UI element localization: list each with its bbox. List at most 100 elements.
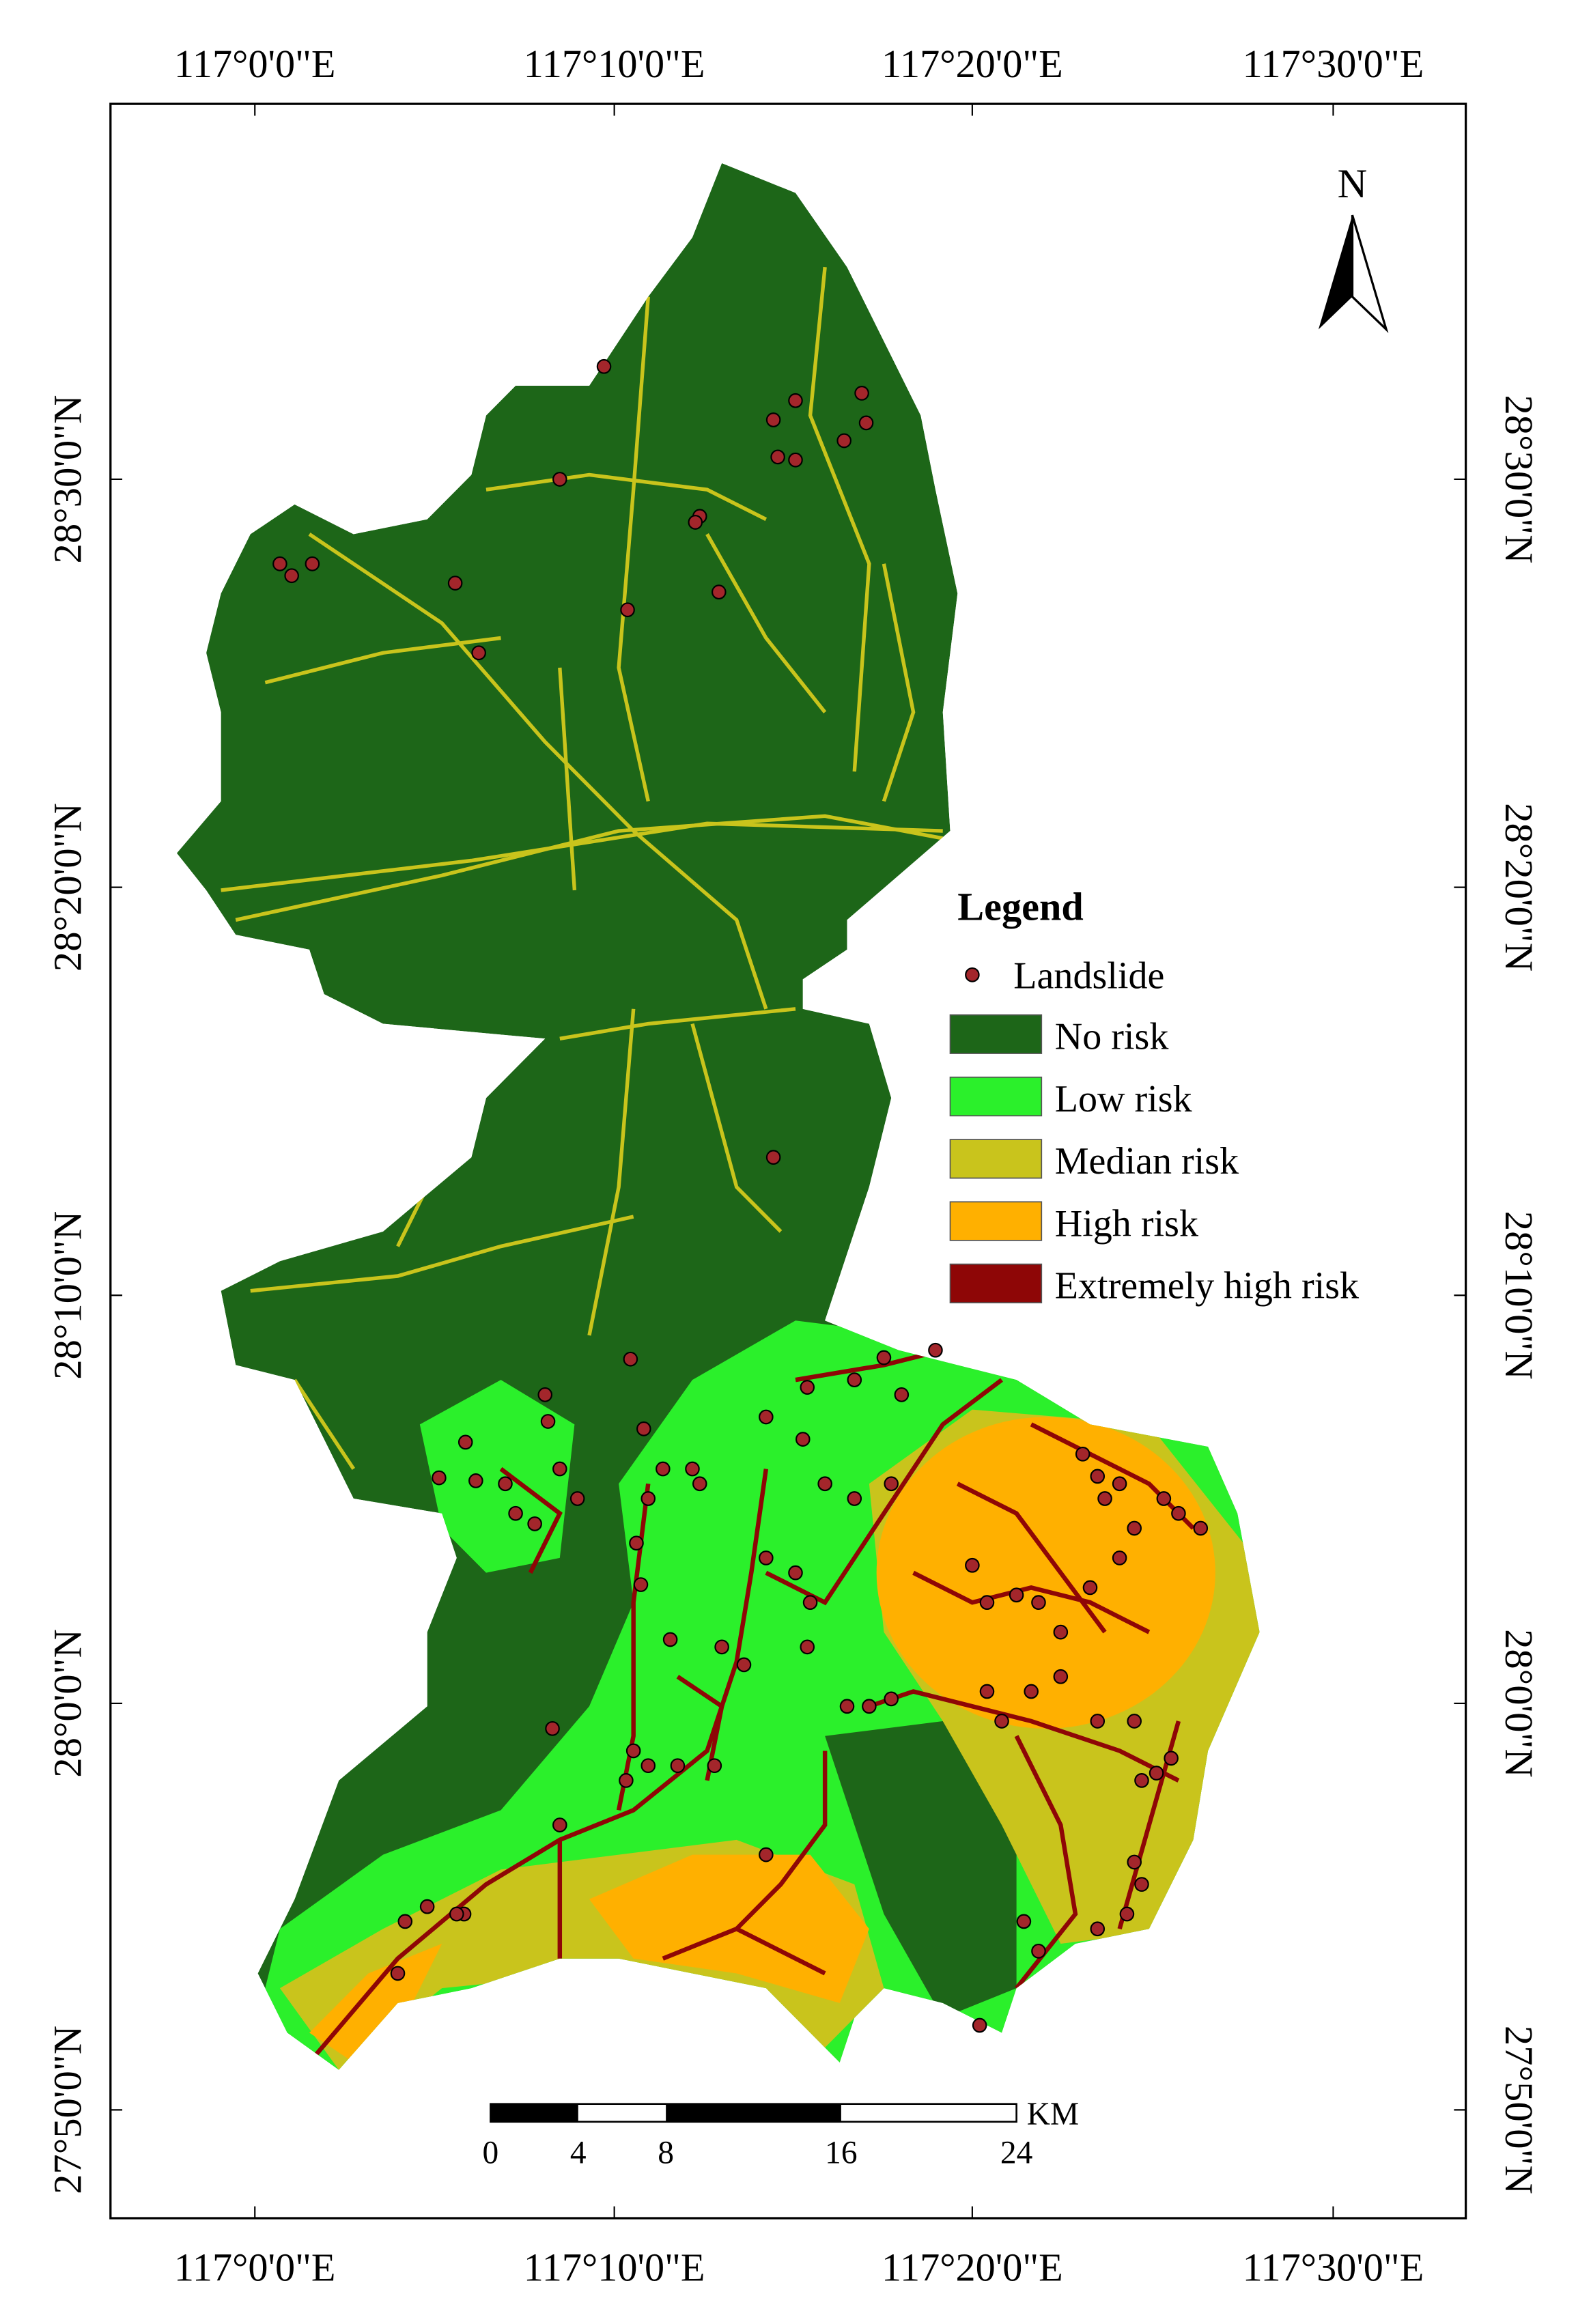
landslide-point: [1031, 1595, 1046, 1611]
landslide-point: [284, 568, 299, 584]
road-high-risk: [307, 1469, 769, 2064]
landslide-point: [1090, 1921, 1106, 1937]
landslide-point: [1016, 1914, 1032, 1929]
landslide-point: [620, 602, 635, 618]
landslide-point: [272, 556, 287, 571]
longitude-label: 117°30'0"E: [1243, 42, 1424, 86]
scale-label: 24: [1000, 2135, 1033, 2170]
road: [558, 667, 577, 891]
north-arrow: N: [1318, 161, 1389, 333]
landslide-point: [527, 1516, 542, 1531]
landslide-point: [707, 1758, 722, 1774]
landslide-point: [1127, 1854, 1142, 1870]
road: [587, 1008, 636, 1336]
landslide-point: [759, 1550, 774, 1565]
landslide-point: [640, 1491, 656, 1506]
zone-high-risk: [309, 1943, 442, 2063]
landslide-point: [994, 1714, 1009, 1729]
landslide-point: [1127, 1714, 1142, 1729]
longitude-label: 117°20'0"E: [882, 2245, 1063, 2289]
road: [617, 296, 650, 802]
landslide-point: [714, 1639, 729, 1655]
legend-swatch: [949, 1076, 1043, 1117]
landslide-point: [836, 433, 851, 449]
road: [221, 821, 943, 892]
road: [705, 533, 827, 713]
landslide-point: [449, 1906, 464, 1922]
landslide-point: [629, 1535, 644, 1551]
road: [308, 533, 768, 1010]
scale-label: 8: [658, 2135, 674, 2170]
latitude-label: 28°30'0"N: [1497, 395, 1541, 563]
landslide-point: [633, 1577, 649, 1592]
landslide-point: [862, 1699, 877, 1714]
landslide-point: [625, 1743, 641, 1759]
landslide-point: [498, 1476, 513, 1492]
landslide-point: [623, 1351, 638, 1367]
legend-label: No risk: [1055, 1015, 1170, 1058]
road: [690, 1023, 783, 1233]
landslide-point: [802, 1595, 818, 1611]
landslide-point: [545, 1720, 560, 1736]
scale-unit: KM: [1027, 2097, 1079, 2132]
latitude-label: 28°10'0"N: [46, 1211, 90, 1380]
latitude-label: 28°10'0"N: [1497, 1211, 1541, 1380]
landslide-point: [1082, 1580, 1098, 1596]
landslide-point: [662, 1632, 678, 1647]
landslide-point: [858, 415, 874, 431]
road-high-risk: [912, 1570, 1151, 1634]
landslide-point: [1090, 1469, 1106, 1484]
scale-label: 16: [825, 2135, 857, 2170]
landslide-point: [1134, 1877, 1149, 1892]
legend-label: Extremely high risk: [1055, 1264, 1360, 1307]
legend-swatch: [949, 1201, 1043, 1241]
landslide-point: [537, 1387, 553, 1402]
road-high-risk: [868, 1689, 1180, 1783]
legend-label: High risk: [1055, 1202, 1199, 1245]
longitude-label: 117°20'0"E: [882, 42, 1063, 86]
landslide-point: [640, 1758, 656, 1774]
landslide-point: [540, 1414, 556, 1429]
zone-no-risk-tongue: [825, 1720, 1017, 2018]
legend-label: Landslide: [1013, 954, 1164, 997]
landslide-point: [788, 393, 803, 408]
legend-label: Median risk: [1055, 1140, 1239, 1182]
landslide-point: [839, 1699, 855, 1714]
latitude-label: 28°0'0"N: [1497, 1629, 1541, 1778]
landslide-point: [390, 1966, 406, 1981]
landslide-point: [1075, 1446, 1090, 1462]
landslide-point: [552, 472, 567, 487]
landslide-point: [569, 1491, 585, 1506]
landslide-point: [685, 1461, 700, 1477]
road: [264, 636, 501, 685]
longitude-label: 117°30'0"E: [1243, 2245, 1424, 2289]
landslide-point: [979, 1684, 995, 1699]
landslide-point: [800, 1380, 815, 1395]
road-high-risk: [499, 1466, 563, 1574]
landslide-point: [468, 1473, 483, 1488]
north-label: N: [1338, 161, 1368, 207]
landslide-point: [552, 1461, 567, 1477]
latitude-label: 28°30'0"N: [46, 395, 90, 563]
landslide-point: [894, 1387, 910, 1402]
scale-segment: [666, 2103, 841, 2122]
landslide-point: [1097, 1491, 1112, 1506]
scale-segment: [490, 2103, 554, 2122]
legend-swatch: [949, 1139, 1043, 1179]
landslide-point: [1193, 1520, 1209, 1536]
latitude-label: 28°0'0"N: [46, 1629, 90, 1778]
landslide-point: [759, 1409, 774, 1425]
landslide-point: [736, 1657, 752, 1673]
landslide-point: [457, 1434, 473, 1450]
landslide-point: [979, 1595, 995, 1611]
landslide-point: [712, 584, 727, 600]
landslides: [272, 358, 1209, 2033]
landslide-point: [965, 1557, 980, 1573]
legend: Legend Landslide No risk Low risk Median ri…: [949, 884, 1360, 1307]
road-high-risk: [676, 1675, 724, 1781]
latitude-label: 27°50'0"N: [46, 2026, 90, 2194]
landslide-point: [847, 1491, 862, 1506]
longitude-label: 117°10'0"E: [524, 2245, 705, 2289]
road: [882, 563, 916, 802]
